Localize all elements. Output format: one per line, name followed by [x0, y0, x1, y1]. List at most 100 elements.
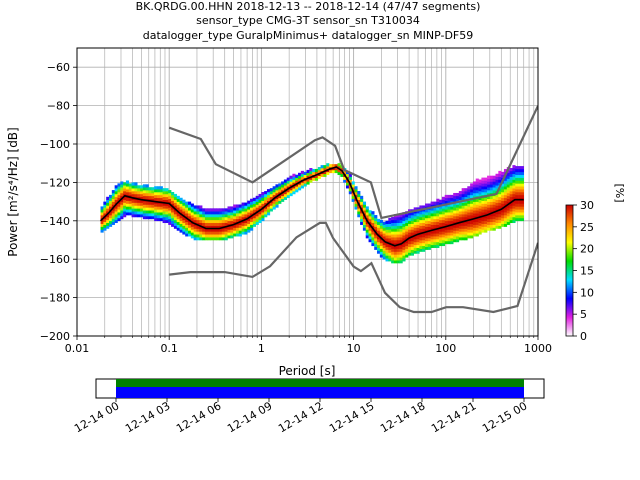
- density-cell: [337, 166, 341, 170]
- density-cell: [134, 199, 138, 203]
- density-cell: [492, 187, 496, 191]
- density-cell: [441, 231, 446, 235]
- density-cell: [512, 185, 516, 189]
- density-cell: [461, 208, 465, 212]
- density-cell: [368, 227, 372, 231]
- density-cell: [436, 230, 440, 234]
- density-cell: [498, 211, 502, 215]
- density-cell: [187, 204, 192, 208]
- density-cell: [176, 218, 180, 223]
- density-cell: [131, 199, 135, 203]
- density-cell: [120, 195, 124, 200]
- density-cell: [156, 206, 161, 210]
- density-cell: [461, 193, 465, 198]
- density-cell: [281, 195, 285, 200]
- density-cell: [520, 186, 525, 190]
- density-cell: [216, 216, 220, 221]
- density-cell: [458, 216, 462, 221]
- density-cell: [343, 176, 347, 180]
- density-cell: [185, 227, 189, 231]
- density-cell: [128, 203, 132, 207]
- density-cell: [472, 207, 477, 211]
- density-cell: [283, 182, 288, 186]
- density-cell: [518, 171, 522, 176]
- density-cell: [298, 184, 302, 188]
- density-cell: [475, 210, 479, 214]
- density-cell: [444, 200, 448, 204]
- density-cell: [292, 191, 296, 195]
- density-cell: [456, 230, 460, 234]
- density-cell: [509, 199, 513, 203]
- density-cell: [422, 228, 426, 232]
- density-cell: [111, 213, 115, 217]
- density-cell: [244, 202, 248, 206]
- density-cell: [382, 221, 386, 225]
- density-cell: [156, 194, 161, 199]
- density-cell: [391, 219, 395, 224]
- density-cell: [498, 199, 502, 203]
- density-cell: [213, 214, 217, 218]
- density-cell: [176, 207, 180, 211]
- density-cell: [405, 245, 409, 249]
- density-cell: [470, 186, 474, 190]
- density-cell: [210, 211, 214, 215]
- density-cell: [515, 206, 519, 210]
- y-tick-label: −60: [47, 61, 70, 74]
- density-cell: [498, 219, 502, 224]
- density-cell: [450, 194, 454, 199]
- density-cell: [142, 187, 146, 191]
- density-cell: [408, 220, 412, 224]
- density-cell: [430, 204, 434, 208]
- density-cell: [106, 222, 110, 226]
- density-cell: [393, 254, 398, 258]
- density-cell: [461, 234, 465, 238]
- density-cell: [447, 203, 451, 207]
- density-cell: [509, 211, 513, 215]
- density-cell: [506, 201, 510, 205]
- density-cell: [453, 204, 457, 208]
- density-cell: [145, 216, 149, 220]
- density-cell: [289, 175, 293, 179]
- density-cell: [405, 251, 409, 255]
- density-cell: [134, 211, 138, 215]
- density-cell: [422, 225, 426, 229]
- density-cell: [498, 188, 502, 192]
- density-cell: [487, 216, 491, 220]
- density-cell: [399, 240, 403, 244]
- density-cell: [515, 177, 519, 181]
- density-cell: [388, 258, 392, 262]
- density-cell: [498, 173, 502, 177]
- density-cell: [151, 201, 155, 205]
- density-cell: [458, 193, 462, 198]
- density-cell: [145, 204, 149, 208]
- density-cell: [498, 182, 502, 186]
- density-cell: [478, 199, 482, 203]
- density-cell: [444, 194, 448, 199]
- density-cell: [478, 231, 482, 235]
- density-cell: [140, 208, 144, 212]
- density-cell: [348, 188, 352, 192]
- density-cell: [173, 196, 178, 200]
- density-cell: [413, 221, 417, 225]
- density-cell: [402, 238, 406, 242]
- density-cell: [298, 172, 302, 176]
- density-cell: [509, 182, 513, 186]
- density-cell: [142, 184, 146, 188]
- density-cell: [216, 222, 220, 226]
- time-tick-label: 12-14 18: [378, 399, 427, 435]
- density-cell: [377, 236, 381, 240]
- density-cell: [193, 234, 197, 238]
- x-tick-label: 1000: [524, 342, 552, 355]
- density-cell: [343, 170, 347, 175]
- density-cell: [489, 175, 493, 179]
- density-cell: [216, 211, 220, 215]
- density-cell: [444, 223, 448, 227]
- density-cell: [377, 230, 381, 234]
- density-cell: [427, 226, 431, 230]
- density-cell: [416, 244, 420, 248]
- density-cell: [219, 231, 223, 235]
- density-cell: [475, 201, 479, 205]
- density-cell: [123, 182, 127, 186]
- density-cell: [108, 197, 113, 201]
